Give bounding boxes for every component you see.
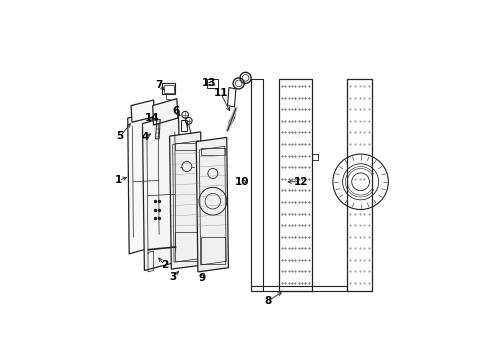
Bar [174,143,198,150]
Text: 10: 10 [235,177,249,187]
Polygon shape [170,132,203,269]
Text: 11: 11 [213,88,228,98]
Polygon shape [227,108,236,131]
Bar [201,148,224,155]
Polygon shape [196,138,228,272]
Polygon shape [153,99,178,125]
Text: 1: 1 [115,175,122,185]
Text: 2: 2 [161,260,168,270]
Text: 14: 14 [145,113,159,123]
Bar [279,79,312,291]
Text: 7: 7 [155,80,163,90]
Text: 8: 8 [264,296,271,306]
Bar [162,84,175,94]
Text: 9: 9 [198,273,205,283]
Polygon shape [143,114,181,270]
Text: 5: 5 [117,131,124,141]
Bar [347,79,372,291]
Text: 13: 13 [202,78,217,89]
Polygon shape [131,100,155,122]
Bar [201,237,224,264]
Bar [164,85,173,93]
Bar [174,232,198,261]
Text: 3: 3 [170,271,176,282]
Polygon shape [128,111,164,254]
Bar [207,79,219,87]
Text: 12: 12 [294,177,308,187]
Text: 6: 6 [172,106,179,116]
Text: 4: 4 [142,132,149,143]
Bar [181,120,187,131]
